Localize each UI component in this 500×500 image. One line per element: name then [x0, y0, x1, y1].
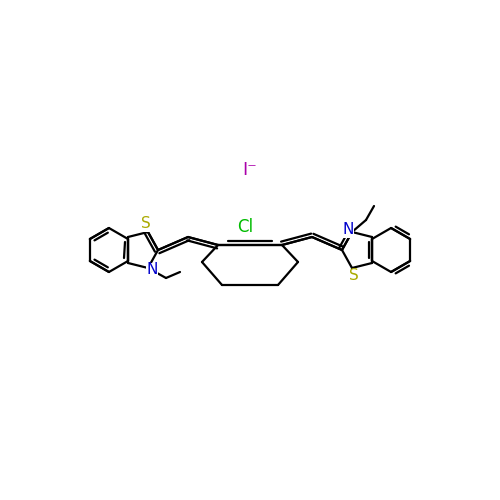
Text: S: S [349, 268, 359, 283]
Text: N: N [146, 262, 158, 278]
Text: Cl: Cl [237, 218, 253, 236]
Text: N: N [342, 222, 353, 238]
Text: I⁻: I⁻ [242, 161, 258, 179]
Text: S: S [141, 216, 151, 232]
